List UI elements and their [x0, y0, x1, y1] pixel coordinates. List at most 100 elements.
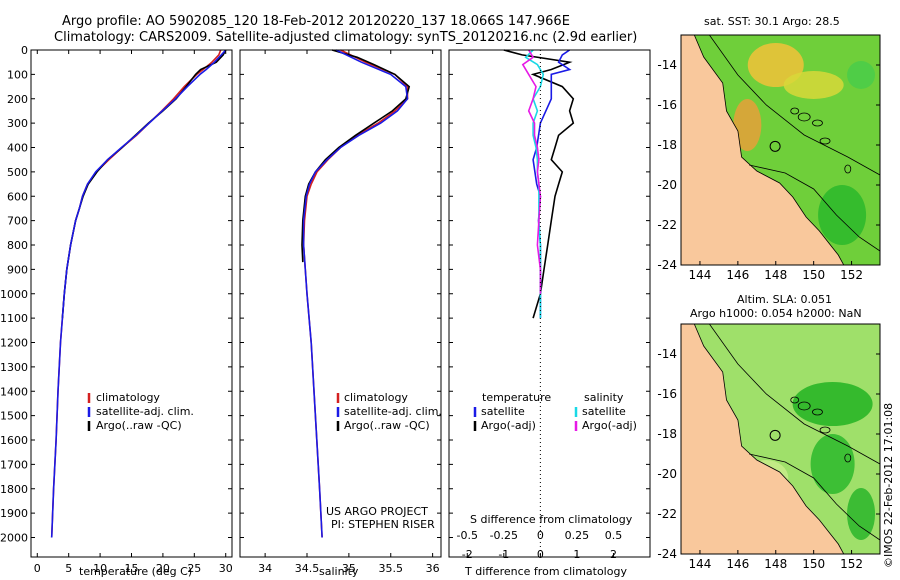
diffT-x-tick-label: 2 [610, 548, 617, 561]
map-contour2-1 [749, 164, 880, 252]
diff-legend-T-satellite: satellite [481, 405, 525, 418]
sal-line-satellite [302, 49, 409, 538]
map-x-tick-label-1: 152 [840, 268, 863, 282]
map-land-1 [681, 35, 845, 265]
depth-tick-label: 300 [7, 117, 28, 130]
sal-x-tick-label: 35 [342, 562, 356, 575]
diffS-x-tick-label: -0.5 [457, 529, 478, 542]
diffS-x-tick-label: 0.5 [605, 529, 623, 542]
map-x-tick-label-2: 146 [726, 557, 749, 571]
sal-legend-climatology: climatology [344, 391, 408, 404]
map-contour2-2 [749, 453, 880, 541]
map-reef-2-4 [819, 426, 831, 434]
sal-line-argo [301, 49, 411, 263]
map-shade-1-2 [783, 71, 844, 99]
temp-x-tick-label: 5 [65, 562, 72, 575]
map-y-tick-label-2: -24 [657, 547, 677, 561]
diffT-x-tick-label: 1 [573, 548, 580, 561]
temp-legend-climatology: climatology [96, 391, 160, 404]
sal-x-tick-label: 35.5 [379, 562, 404, 575]
map-x-tick-label-1: 146 [726, 268, 749, 282]
temp-line-satellite [50, 49, 227, 538]
sal-x-tick-label: 34.5 [295, 562, 320, 575]
panel-frame-1 [30, 49, 233, 558]
depth-tick-label: 1500 [0, 410, 28, 423]
temp-x-tick-label: 25 [187, 562, 201, 575]
map-reef-1-3 [844, 164, 852, 174]
map-land-2 [681, 324, 845, 554]
map-x-tick-label-2: 152 [840, 557, 863, 571]
map-reef-1-2 [790, 107, 800, 115]
difference-xlabel-T: T difference from climatology [465, 565, 627, 578]
map-shade-1-3 [818, 185, 867, 245]
map-contour-2 [709, 324, 880, 465]
depth-tick-label: 100 [7, 68, 28, 81]
sla-map-title-2: Argo h1000: 0.054 h2000: NaN [690, 307, 862, 320]
map-reef-1-4 [819, 137, 831, 145]
difference-xlabel-S: S difference from climatology [470, 513, 633, 526]
map-y-tick-label-1: -24 [657, 258, 677, 272]
depth-tick-label: 900 [7, 263, 28, 276]
map-x-tick-label-2: 148 [764, 557, 787, 571]
depth-tick-label: 1000 [0, 288, 28, 301]
map-frame-1 [680, 34, 881, 266]
diffS-x-tick-label: 0 [537, 529, 544, 542]
map-shade-1-1 [733, 99, 762, 151]
sal-legend-argo: Argo(..raw -QC) [344, 419, 430, 432]
depth-tick-label: 600 [7, 190, 28, 203]
map-contour-1 [709, 35, 880, 176]
temp-x-tick-label: 10 [93, 562, 107, 575]
diff-legend-salinity-title: salinity [584, 391, 624, 404]
panel-frame-3 [448, 49, 651, 558]
depth-tick-label: 2000 [0, 532, 28, 545]
diffT-x-tick-label: -2 [462, 548, 473, 561]
map-y-tick-label-2: -22 [657, 507, 677, 521]
map-shade-1-4 [847, 61, 876, 89]
depth-tick-label: 400 [7, 142, 28, 155]
map-y-tick-label-2: -14 [657, 347, 677, 361]
sal-legend-satellite: satellite-adj. clim. [344, 405, 442, 418]
map-reef-2-1 [812, 408, 823, 416]
diffS-line-argo [521, 49, 542, 294]
map-argo-marker-1 [769, 140, 781, 152]
diffS-x-tick-label: 0.25 [565, 529, 590, 542]
depth-tick-label: 1200 [0, 337, 28, 350]
map-y-tick-label-1: -14 [657, 58, 677, 72]
map-reef-2-0 [797, 401, 811, 411]
panel-frame-2 [239, 49, 442, 558]
map-shade-2-3 [847, 488, 876, 540]
map-y-tick-label-2: -16 [657, 387, 677, 401]
map-x-tick-label-1: 144 [688, 268, 711, 282]
map-y-tick-label-2: -20 [657, 467, 677, 481]
sst-map-title: sat. SST: 30.1 Argo: 28.5 [704, 15, 840, 28]
depth-tick-label: 1100 [0, 312, 28, 325]
depth-tick-label: 1900 [0, 507, 28, 520]
sla-map-title-1: Altim. SLA: 0.051 [737, 293, 833, 306]
depth-tick-label: 1700 [0, 458, 28, 471]
project-annotation-2: PI: STEPHEN RISER [331, 518, 435, 531]
map-shade-2-0 [792, 382, 873, 426]
project-annotation-1: US ARGO PROJECT [326, 505, 428, 518]
diff-legend-temperature-title: temperature [482, 391, 552, 404]
map-y-tick-label-2: -18 [657, 427, 677, 441]
map-x-tick-label-2: 150 [802, 557, 825, 571]
temp-line-climatology [50, 49, 222, 538]
map-x-tick-label-2: 144 [688, 557, 711, 571]
diffT-x-tick-label: -1 [498, 548, 509, 561]
depth-tick-label: 200 [7, 93, 28, 106]
depth-tick-label: 500 [7, 166, 28, 179]
map-reef-2-3 [844, 453, 852, 463]
map-shade-1-0 [747, 43, 804, 87]
diffS-line-satellite [524, 49, 545, 319]
diff-legend-T-argo: Argo(-adj) [481, 419, 536, 432]
map-x-tick-label-1: 150 [802, 268, 825, 282]
temperature-xlabel: temperature (deg C) [79, 565, 193, 578]
depth-tick-label: 700 [7, 215, 28, 228]
header-line-2: Climatology: CARS2009. Satellite-adjuste… [54, 30, 638, 45]
map-shade-2-1 [810, 434, 855, 494]
map-frame-2 [680, 323, 881, 555]
depth-tick-label: 1800 [0, 483, 28, 496]
sal-line-climatology [302, 49, 409, 538]
diffS-x-tick-label: -0.25 [490, 529, 518, 542]
